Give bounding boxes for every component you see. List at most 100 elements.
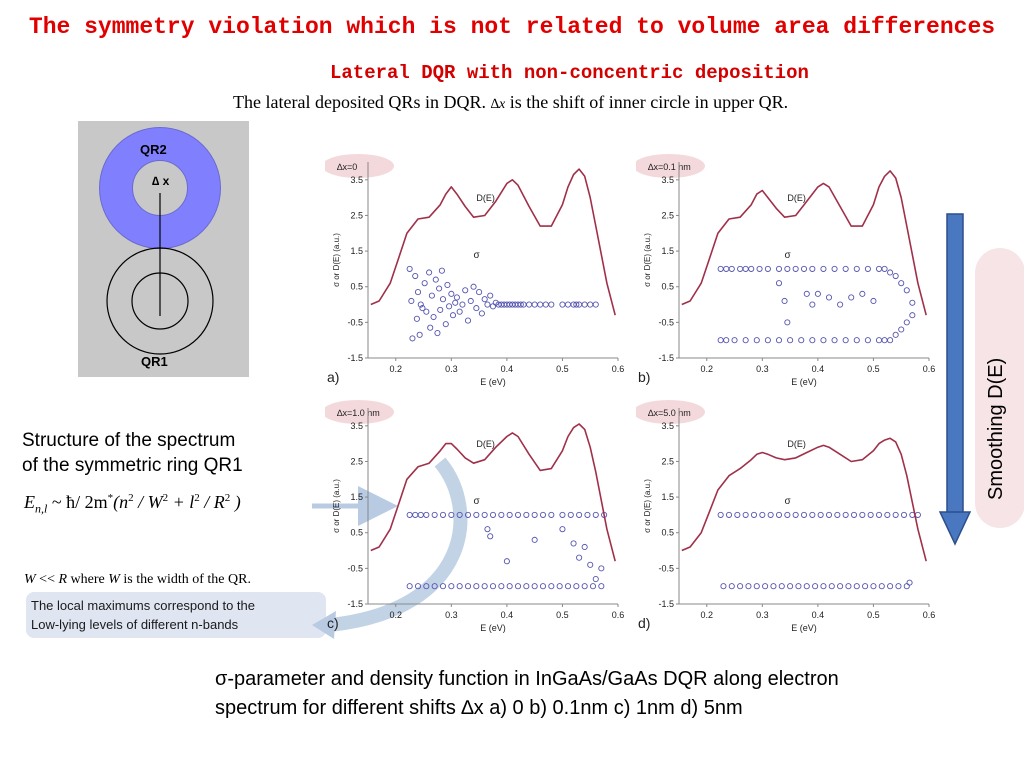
structure-line-2: of the symmetric ring QR1 — [22, 455, 243, 476]
x-tick-label: 0.4 — [812, 610, 825, 620]
y-tick-label: -0.5 — [347, 317, 363, 327]
sigma-point — [778, 583, 785, 590]
formula-l: + l — [172, 492, 195, 512]
sigma-point — [903, 583, 910, 590]
sigma-point — [481, 511, 488, 518]
sigma-point — [831, 337, 838, 344]
sigma-point — [412, 272, 419, 280]
sigma-point — [717, 265, 724, 272]
sigma-point — [453, 294, 460, 301]
sigma-point — [514, 583, 522, 590]
formula-sq4: 2 — [224, 492, 231, 504]
shift-tag-bubble — [636, 400, 705, 424]
sigma-point — [559, 526, 566, 533]
sigma-point — [892, 331, 899, 338]
y-tick-label: -0.5 — [658, 317, 674, 327]
sigma-point — [448, 511, 455, 518]
sigma-point — [464, 583, 472, 590]
sigma-point — [870, 583, 877, 590]
panel-label: b) — [638, 369, 650, 385]
y-tick-label: 1.5 — [350, 492, 363, 502]
sigma-point — [859, 511, 866, 518]
sigma-point — [820, 265, 827, 272]
x-tick-label: 0.5 — [556, 610, 569, 620]
formula-tilde: ~ — [51, 492, 62, 512]
x-tick-label: 0.4 — [501, 364, 514, 374]
x-tick-label: 0.2 — [390, 610, 403, 620]
sigma-point — [792, 511, 799, 518]
formula-sq3: 2 — [194, 492, 200, 504]
sigma-point — [842, 511, 849, 518]
sigma-point — [576, 554, 583, 561]
y-tick-label: -0.5 — [347, 563, 363, 573]
sigma-point — [449, 312, 457, 319]
y-tick-label: 3.5 — [350, 175, 363, 185]
sigma-point — [487, 292, 494, 299]
sigma-point — [452, 299, 459, 306]
y-tick-label: 1.5 — [350, 246, 363, 256]
sigma-point — [592, 301, 599, 308]
sigma-point — [448, 290, 455, 297]
sigma-label: σ — [474, 496, 481, 507]
y-tick-label: -1.5 — [347, 599, 363, 609]
sigma-point — [456, 511, 463, 518]
sigma-point — [717, 511, 724, 518]
sigma-point — [437, 306, 444, 313]
shift-tag: ∆x=0 — [337, 162, 357, 172]
shift-tag: ∆x=1.0 nm — [337, 408, 380, 418]
sigma-point — [419, 305, 426, 312]
sigma-point — [809, 337, 816, 344]
formula-star: * — [107, 492, 114, 504]
sigma-point — [448, 583, 455, 590]
sigma-point — [416, 331, 423, 338]
sigma-point — [742, 511, 749, 518]
sigma-point — [431, 583, 438, 590]
sigma-point — [542, 301, 549, 308]
sigma-point — [875, 511, 883, 518]
sigma-point — [428, 292, 435, 299]
sigma-point — [481, 583, 488, 590]
sigma-point — [414, 289, 422, 296]
sigma-point — [720, 583, 727, 590]
sigma-point — [800, 511, 808, 518]
sigma-point — [432, 276, 439, 283]
formula-hbar: ħ — [66, 492, 76, 512]
sigma-point — [750, 511, 758, 518]
sigma-point — [795, 583, 802, 590]
y-tick-label: 0.5 — [661, 528, 674, 538]
y-tick-label: 0.5 — [661, 282, 674, 292]
sigma-point — [870, 297, 877, 305]
sigma-point — [598, 565, 605, 572]
x-tick-label: 0.6 — [923, 364, 936, 374]
sigma-point — [881, 337, 888, 344]
x-tick-label: 0.2 — [390, 364, 403, 374]
formula-sq2: 2 — [162, 492, 169, 504]
sigma-point — [587, 561, 594, 568]
y-axis-label: σ or D(E) (a.u.) — [643, 233, 652, 287]
sigma-point — [473, 583, 480, 590]
sigma-point — [589, 583, 597, 590]
y-tick-label: 2.5 — [350, 210, 363, 220]
panel-label: c) — [327, 615, 339, 631]
description-line: The lateral deposited QRs in DQR. ∆x is … — [233, 92, 788, 113]
sigma-point — [439, 296, 447, 303]
smoothing-label-background — [975, 248, 1024, 528]
sigma-point — [787, 583, 794, 590]
y-axis-label: σ or D(E) (a.u.) — [332, 479, 341, 533]
sigma-point — [481, 296, 488, 303]
sigma-point — [503, 558, 510, 565]
sigma-point — [489, 511, 497, 518]
sigma-point — [584, 511, 591, 518]
sigma-point — [809, 265, 816, 272]
y-tick-label: -1.5 — [658, 599, 674, 609]
sigma-point — [828, 583, 835, 590]
y-tick-label: -0.5 — [658, 563, 674, 573]
density-curve — [681, 170, 927, 316]
description-part2: is the shift of inner circle in upper QR… — [509, 92, 789, 112]
sigma-point — [850, 511, 858, 518]
panel-label: a) — [327, 369, 339, 385]
sigma-point — [484, 526, 491, 533]
sigma-point — [592, 511, 599, 518]
x-tick-label: 0.6 — [923, 610, 936, 620]
panel-label: d) — [638, 615, 650, 631]
